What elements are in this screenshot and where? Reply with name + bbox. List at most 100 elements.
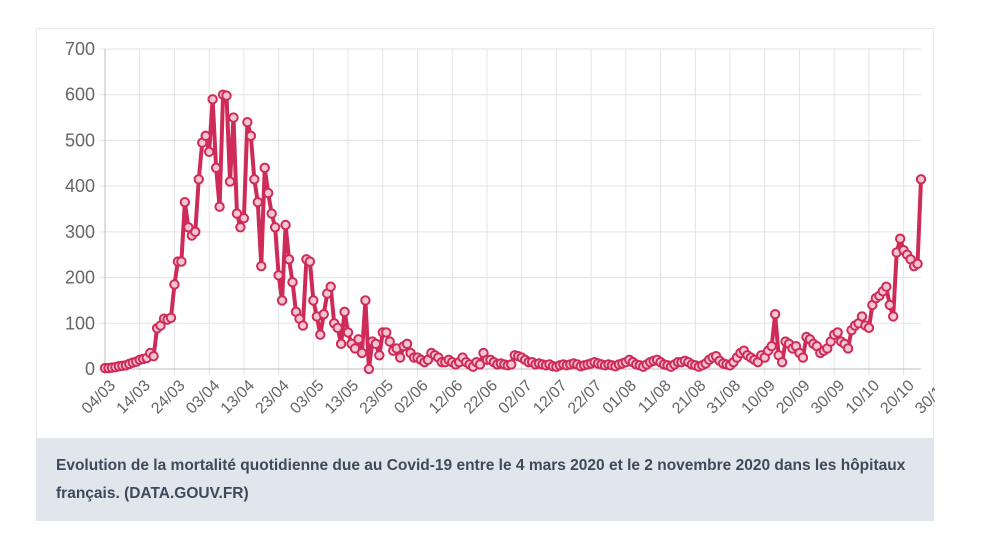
data-point [283,254,295,265]
x-tick: 02/07 [496,377,536,417]
x-tick: 12/07 [530,377,570,417]
y-tick-label: 400 [65,176,95,196]
x-tick: 14/03 [114,377,154,417]
x-tick-label: 20/10 [877,377,917,417]
data-point [263,187,274,199]
data-point [252,196,263,208]
x-tick: 12/06 [426,377,466,417]
data-point [394,352,406,363]
y-tick-label: 600 [65,85,95,105]
x-tick: 22/06 [461,377,501,417]
y-tick-label: 200 [65,268,95,288]
data-point [766,340,777,352]
x-tick: 23/05 [357,377,397,417]
x-tick-label: 13/05 [322,377,362,417]
x-tick-label: 23/05 [357,377,397,417]
data-point [214,201,225,212]
x-tick: 23/04 [252,377,292,417]
x-tick: 20/10 [877,377,917,417]
data-point [221,90,232,101]
x-tick-label: 30/09 [808,377,848,417]
data-point [256,260,267,272]
data-point [308,295,319,306]
data-point [401,338,413,350]
x-tick: 03/04 [183,377,223,417]
data-point [842,343,854,354]
x-tick: 22/07 [565,377,605,417]
data-point [242,116,253,128]
x-tick: 31/08 [704,377,744,417]
x-tick-label: 03/05 [287,377,327,417]
data-point [228,112,239,123]
data-point [235,222,246,233]
x-tick: 30/10 [912,377,935,417]
data-point [269,222,281,233]
data-point [776,356,788,368]
x-tick-label: 30/10 [912,377,935,417]
x-tick: 13/04 [218,377,258,417]
x-tick-label: 21/08 [669,377,709,417]
x-tick-label: 13/04 [218,377,258,417]
caption-description: Evolution de la mortalité quotidienne du… [56,457,906,502]
data-point [148,351,159,362]
data-point [349,343,361,354]
data-point [342,327,354,338]
data-point [915,174,927,185]
data-point [179,196,191,208]
data-point [863,322,875,334]
x-tick: 04/03 [79,377,119,417]
data-point [339,306,350,318]
x-tick-label: 22/06 [461,377,501,417]
data-point [231,208,243,219]
y-tick-label: 300 [65,222,95,242]
x-tick-label: 01/08 [600,377,640,417]
y-tick-label: 100 [65,313,95,333]
figure-caption: Evolution de la mortalité quotidienne du… [36,438,934,521]
x-tick: 10/10 [843,377,883,417]
series-daily-deaths [99,89,927,375]
x-tick-label: 23/04 [252,377,292,417]
x-tick: 30/09 [808,377,848,417]
data-point [176,256,187,267]
data-point [888,311,899,322]
data-point [856,311,868,322]
y-tick-label: 0 [85,359,95,379]
data-point [360,295,371,306]
data-point [912,258,923,270]
x-tick: 20/09 [773,377,813,417]
data-point [335,338,347,350]
data-point [200,130,211,142]
data-point [363,363,375,375]
x-tick-label: 12/07 [530,377,570,417]
x-tick-label: 22/07 [565,377,605,417]
data-point [797,352,809,363]
data-point [183,222,194,233]
data-point [374,350,385,361]
x-tick: 01/08 [600,377,640,417]
x-tick: 13/05 [322,377,362,417]
x-tick-label: 02/07 [496,377,536,417]
x-tick: 10/09 [739,377,779,417]
data-point [169,279,180,290]
data-point [203,146,215,158]
y-tick-label: 700 [65,39,95,59]
data-point [325,281,336,292]
x-tick: 21/08 [669,377,709,417]
data-point [210,162,222,174]
data-point [832,327,843,338]
data-point [381,327,392,338]
data-point [318,308,329,320]
data-point [297,320,309,331]
x-tick: 24/03 [148,377,188,417]
data-point [474,359,486,370]
x-tick-label: 20/09 [773,377,813,417]
data-point [881,281,892,292]
data-point [370,338,382,350]
x-tick-label: 11/08 [635,377,675,417]
x-tick-label: 10/09 [739,377,779,417]
data-point [356,347,368,359]
x-tick-label: 10/10 [843,377,883,417]
caption-source: (DATA.GOUV.FR) [124,485,249,502]
data-point [165,312,177,323]
